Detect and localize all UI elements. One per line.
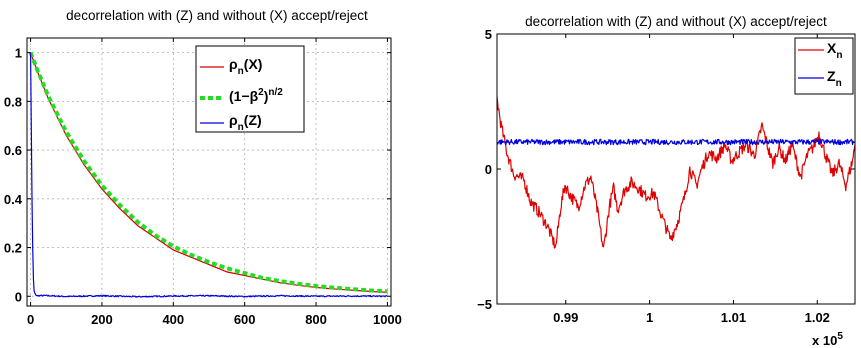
series-line-1 [28, 51, 388, 294]
left-legend-box [195, 45, 305, 133]
right-legend-label-x: Xn [827, 40, 842, 61]
left-legend-label-rho-x: ρn(X) [229, 56, 262, 77]
left-legend-label-rho-z: ρn(Z) [229, 112, 262, 133]
right-chart: decorrelation with (Z) and without (X) a… [477, 14, 856, 348]
left-chart-title: decorrelation with (Z) and without (X) a… [66, 8, 368, 23]
x-tick-label: 600 [234, 312, 256, 327]
x-tick-label: 0 [27, 312, 34, 327]
y-tick-label: 0.2 [4, 241, 22, 256]
series-line-0 [496, 96, 856, 249]
x-tick-label: 200 [91, 312, 113, 327]
y-tick-label: 1 [15, 46, 22, 61]
left-chart-ticks: 0 200 400 600 800 1000 0 0.2 0.4 0.6 0.8 1 [4, 38, 402, 327]
right-chart-legend: Xn Zn [794, 37, 854, 95]
series-line-2 [29, 53, 388, 298]
series-line-1 [496, 138, 856, 146]
left-chart-legend: ρn(X) (1−β2)n/2 ρn(Z) [195, 45, 305, 133]
left-chart-series [28, 51, 388, 298]
x-tick-label: 1.01 [721, 310, 746, 325]
x-tick-label: 0.99 [553, 310, 578, 325]
right-chart-ticks: 0.99 1 1.01 1.02 −5 0 5 [477, 27, 855, 325]
y-tick-label: 0.6 [4, 143, 22, 158]
y-tick-label: 0 [485, 162, 492, 177]
y-tick-label: 0 [15, 289, 22, 304]
x-tick-label: 1 [646, 310, 653, 325]
y-tick-label: 0.8 [4, 94, 22, 109]
y-tick-label: −5 [477, 297, 492, 312]
y-tick-label: 5 [485, 27, 492, 42]
x-tick-label: 1.02 [805, 310, 830, 325]
y-tick-label: 0.4 [4, 192, 23, 207]
right-chart-title: decorrelation with (Z) and without (X) a… [525, 14, 827, 29]
right-legend-box [794, 37, 854, 95]
left-legend-label-theory: (1−β2)n/2 [229, 87, 283, 104]
x-tick-label: 400 [162, 312, 184, 327]
right-chart-x-multiplier: x 105 [812, 331, 843, 348]
right-legend-label-z: Zn [827, 68, 842, 89]
x-tick-label: 800 [305, 312, 327, 327]
x-tick-label: 1000 [373, 312, 402, 327]
right-chart-series [496, 96, 856, 249]
left-chart-plot-area [26, 37, 392, 307]
left-chart: decorrelation with (Z) and without (X) a… [4, 8, 402, 327]
